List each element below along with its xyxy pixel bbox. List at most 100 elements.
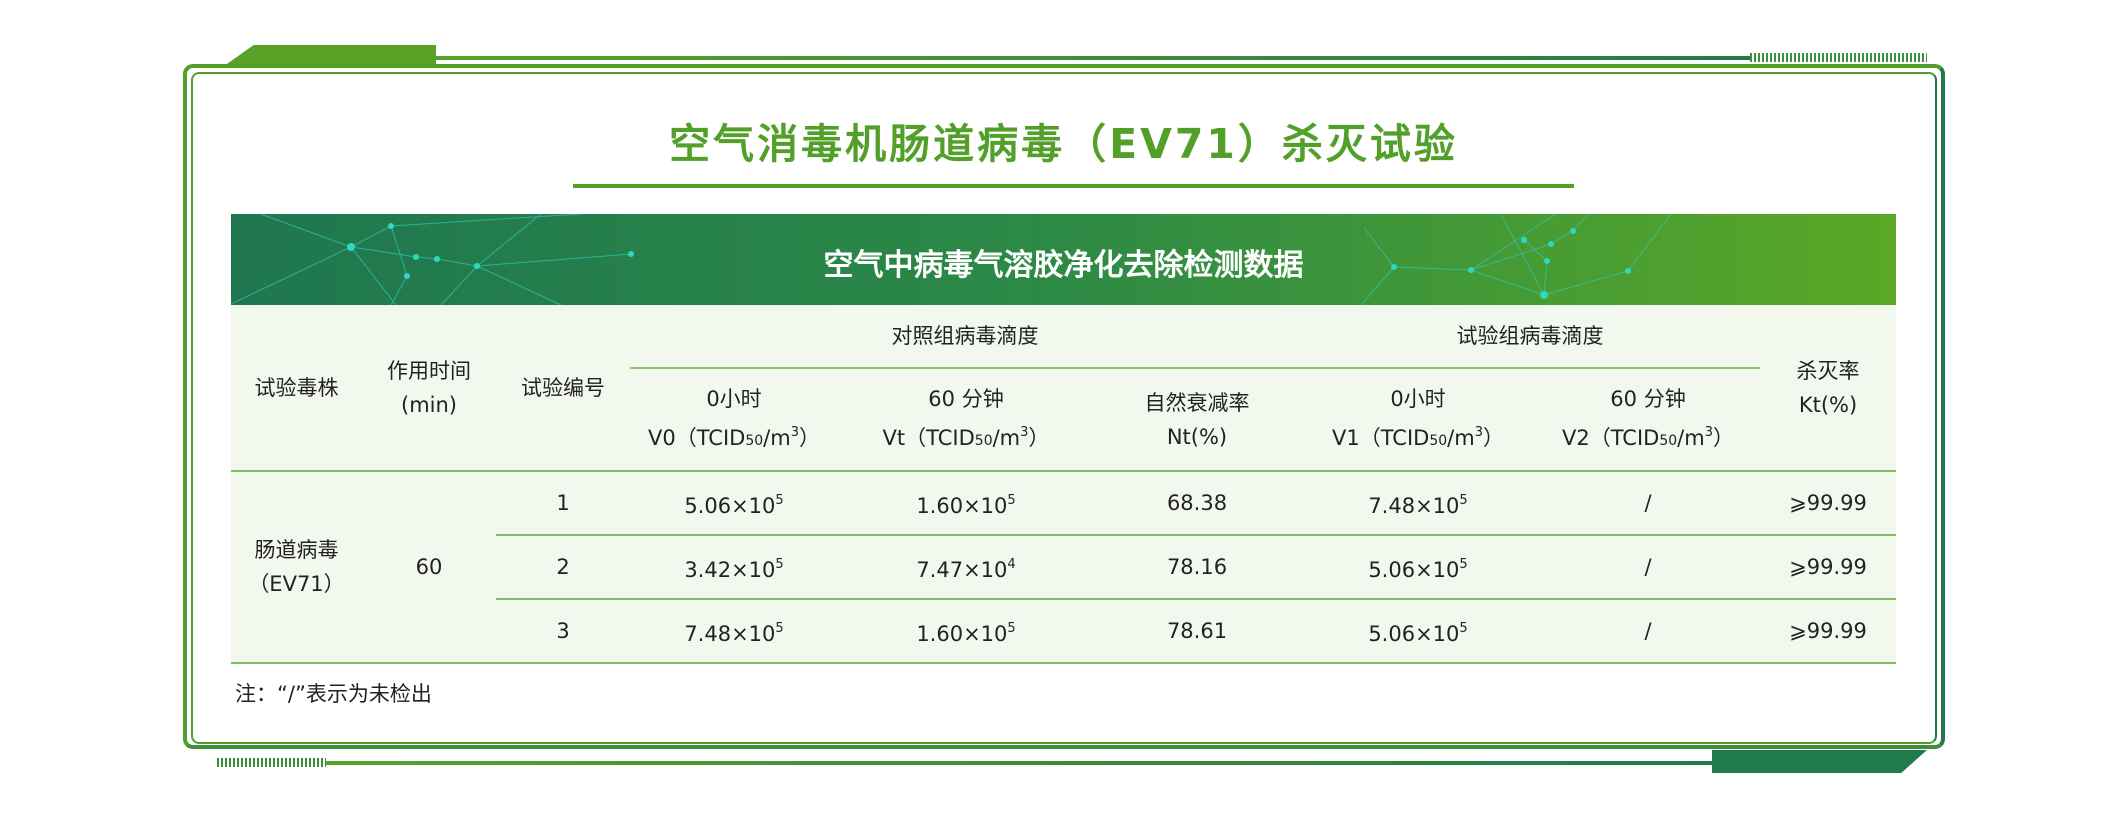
cell-nt: 78.61 [1094, 599, 1300, 664]
cell-nt: 78.16 [1094, 535, 1300, 600]
strain-code: （EV71） [248, 572, 345, 596]
unit-prefix: V0（TCID [647, 425, 746, 450]
frame-bottom-hatch [217, 758, 326, 767]
mantissa: 5.06×10 [1368, 557, 1460, 582]
cell-v1: 5.06×105 [1300, 599, 1536, 664]
header-nt: 自然衰减率 Nt(%) [1094, 368, 1300, 472]
exponent: 5 [775, 492, 784, 508]
cell-kt: ⩾99.99 [1760, 535, 1896, 600]
unit-close: ） [1483, 425, 1504, 450]
header-test-no: 试验编号 [496, 305, 630, 472]
unit-sub: 50 [745, 432, 764, 449]
cell-test-no: 1 [496, 471, 630, 536]
header-time-label: 作用时间 [387, 358, 471, 383]
cell-v0: 5.06×105 [630, 471, 838, 536]
header-v0: 0小时 V0（TCID50/m3） [630, 368, 838, 472]
mantissa: 1.60×10 [916, 621, 1008, 646]
cell-vt: 1.60×105 [838, 471, 1094, 536]
header-vt-label: 60 分钟 [928, 386, 1004, 411]
mantissa: 3.42×10 [684, 557, 776, 582]
mantissa: 7.47×10 [916, 557, 1008, 582]
mantissa: 7.48×10 [1368, 493, 1460, 518]
unit-prefix: Vt（TCID [882, 425, 975, 450]
unit-suffix: /m [763, 425, 791, 450]
header-test-group: 试验组病毒滴度 [1300, 305, 1760, 369]
frame-top-tab [224, 45, 436, 66]
unit-sub: 50 [1659, 432, 1678, 449]
cell-nt: 68.38 [1094, 471, 1300, 536]
mantissa: 7.48×10 [684, 621, 776, 646]
table-note: 注：“/”表示为未检出 [235, 682, 432, 706]
exponent: 5 [1007, 492, 1016, 508]
unit-prefix: V2（TCID [1561, 425, 1660, 450]
table-row: 肠道病毒 （EV71） 60 1 5.06×105 1.60×105 68.38 7.48×1… [231, 471, 1896, 664]
header-vt: 60 分钟 Vt（TCID50/m3） [838, 368, 1094, 472]
title-underline [573, 184, 1574, 188]
header-v0-label: 0小时 [706, 386, 762, 411]
frame-inner [191, 72, 1937, 744]
cell-v0: 3.42×105 [630, 535, 838, 600]
unit-close: ） [799, 425, 820, 450]
cell-vt: 1.60×105 [838, 599, 1094, 664]
banner-title: 空气中病毒气溶胶净化去除检测数据 [823, 248, 1304, 283]
page-title: 空气消毒机肠道病毒（EV71）杀灭试验 [669, 120, 1458, 168]
cell-vt: 7.47×104 [838, 535, 1094, 600]
cell-v2: / [1536, 535, 1760, 600]
header-v2-label: 60 分钟 [1610, 386, 1686, 411]
unit-suffix: /m [1447, 425, 1475, 450]
unit-sub: 50 [974, 432, 993, 449]
frame-bottom-line [326, 761, 1712, 765]
results-table: 试验毒株 作用时间 (min) 试验编号 对照组病毒滴度 试验组病毒滴度 杀灭率 K… [231, 305, 1896, 664]
frame-top-hatch [1750, 53, 1927, 62]
exponent: 4 [1007, 556, 1016, 572]
exponent: 5 [1459, 620, 1468, 636]
cell-v2: / [1536, 471, 1760, 536]
cell-strain: 肠道病毒 （EV71） [231, 471, 362, 664]
header-time-unit: (min) [401, 392, 457, 417]
mantissa: 5.06×10 [684, 493, 776, 518]
unit-sub: 50 [1429, 432, 1448, 449]
header-kill-rate: 杀灭率 Kt(%) [1760, 305, 1896, 472]
cell-test-no: 3 [496, 599, 630, 664]
header-v2: 60 分钟 V2（TCID50/m3） [1536, 368, 1760, 472]
cell-v2: / [1536, 599, 1760, 664]
unit-suffix: /m [1677, 425, 1705, 450]
unit-prefix: V1（TCID [1331, 425, 1430, 450]
unit-exp: 3 [1704, 424, 1713, 440]
header-kill-rate-unit: Kt(%) [1798, 392, 1858, 417]
exponent: 5 [1007, 620, 1016, 636]
table-row: 3 7.48×105 1.60×105 78.61 5.06×105/⩾99.99 [231, 599, 1896, 664]
unit-exp: 3 [790, 424, 799, 440]
header-control-group: 对照组病毒滴度 [630, 305, 1300, 369]
frame-bottom-tab [1712, 750, 1927, 773]
header-time: 作用时间 (min) [362, 305, 496, 472]
cell-time: 60 [362, 471, 496, 664]
unit-exp: 3 [1020, 424, 1029, 440]
exponent: 5 [775, 620, 784, 636]
table-banner: 空气中病毒气溶胶净化去除检测数据 [231, 214, 1896, 305]
table-row: 2 3.42×105 7.47×104 78.16 5.06×105/⩾99.99 [231, 535, 1896, 600]
strain-name: 肠道病毒 [254, 538, 339, 562]
header-v1-label: 0小时 [1390, 386, 1446, 411]
header-nt-label: 自然衰减率 [1144, 390, 1250, 415]
header-v1: 0小时 V1（TCID50/m3） [1300, 368, 1536, 472]
unit-suffix: /m [992, 425, 1021, 450]
cell-test-no: 2 [496, 535, 630, 600]
cell-v1: 5.06×105 [1300, 535, 1536, 600]
mantissa: 5.06×10 [1368, 621, 1460, 646]
network-decoration [231, 214, 1672, 305]
cell-kt: ⩾99.99 [1760, 599, 1896, 664]
exponent: 5 [1459, 556, 1468, 572]
cell-v1: 7.48×105 [1300, 471, 1536, 536]
header-nt-unit: Nt(%) [1166, 424, 1228, 449]
mantissa: 1.60×10 [916, 493, 1008, 518]
unit-exp: 3 [1474, 424, 1483, 440]
exponent: 5 [775, 556, 784, 572]
exponent: 5 [1459, 492, 1468, 508]
header-strain: 试验毒株 [231, 305, 362, 472]
unit-close: ） [1713, 425, 1734, 450]
cell-kt: ⩾99.99 [1760, 471, 1896, 536]
cell-v0: 7.48×105 [630, 599, 838, 664]
unit-close: ） [1028, 425, 1050, 450]
frame-outer [183, 64, 1945, 749]
